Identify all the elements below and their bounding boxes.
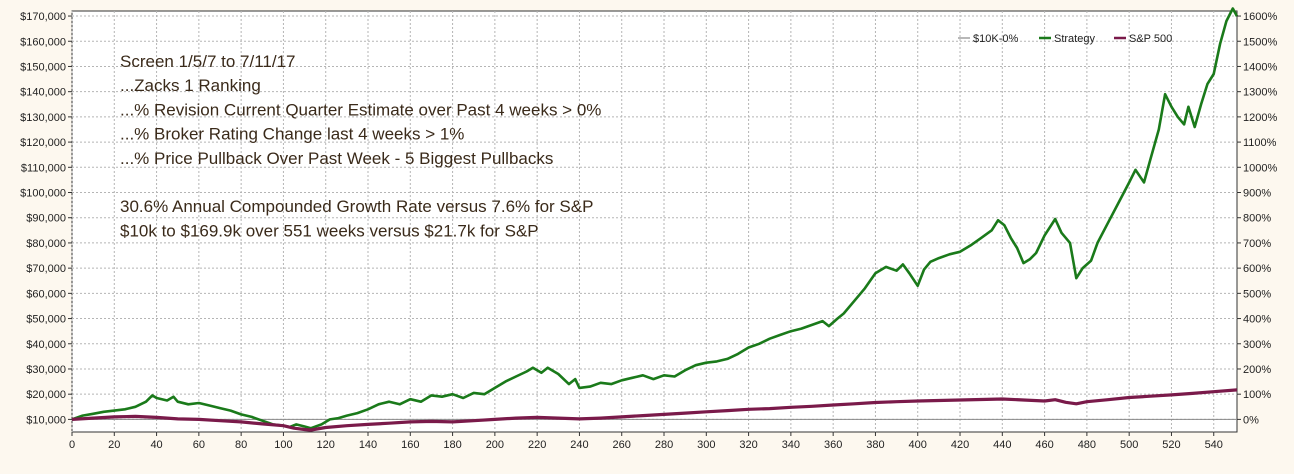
- plot-area: [71, 10, 1238, 433]
- y2-tick-label: 600%: [1243, 263, 1271, 275]
- x-tick-label: 380: [866, 439, 884, 451]
- x-tick-label: 180: [443, 439, 461, 451]
- x-tick-label: 480: [1078, 439, 1096, 451]
- x-tick-label: 260: [613, 439, 631, 451]
- y2-tick-label: 1600%: [1243, 11, 1277, 23]
- x-tick-label: 140: [359, 439, 377, 451]
- axes: $10,000 $20,000 $30,000 $40,000 $50,000 $60,0…: [20, 11, 1277, 451]
- y2-tick-label: 900%: [1243, 188, 1271, 200]
- annotation-line: ...% Price Pullback Over Past Week - 5 B…: [120, 149, 553, 168]
- x-tick-label: 120: [317, 439, 335, 451]
- x-tick-label: 100: [274, 439, 292, 451]
- y-tick-label: $30,000: [26, 364, 66, 376]
- y-tick-label: $50,000: [26, 314, 66, 326]
- x-tick-label: 320: [739, 439, 757, 451]
- x-tick-label: 420: [951, 439, 969, 451]
- x-tick-label: 40: [150, 439, 162, 451]
- legend-label: $10K-0%: [973, 33, 1018, 45]
- y-tick-label: $100,000: [20, 188, 66, 200]
- y2-tick-label: 400%: [1243, 314, 1271, 326]
- annotation-line: ...% Broker Rating Change last 4 weeks >…: [120, 125, 464, 144]
- y-tick-label: $90,000: [26, 213, 66, 225]
- x-tick-label: 220: [528, 439, 546, 451]
- y2-tick-label: 1300%: [1243, 87, 1277, 99]
- y-tick-label: $70,000: [26, 263, 66, 275]
- x-tick-label: 340: [782, 439, 800, 451]
- y2-tick-label: 1200%: [1243, 112, 1277, 124]
- annotation-line: ...% Revision Current Quarter Estimate o…: [120, 100, 601, 119]
- legend: $10K-0% Strategy S&P 500: [958, 33, 1172, 45]
- x-tick-label: 400: [909, 439, 927, 451]
- y-tick-label: $130,000: [20, 112, 66, 124]
- series-lines: [71, 7, 1239, 432]
- y-tick-label: $80,000: [26, 238, 66, 250]
- y-tick-label: $150,000: [20, 61, 66, 73]
- y-tick-label: $160,000: [20, 36, 66, 48]
- annotation-line: $10k to $169.9k over 551 weeks versus $2…: [120, 221, 539, 240]
- y-tick-label: $140,000: [20, 87, 66, 99]
- x-tick-label: 20: [108, 439, 120, 451]
- x-tick-label: 300: [697, 439, 715, 451]
- y-tick-label: $110,000: [21, 162, 66, 174]
- y2-tick-label: 200%: [1243, 364, 1271, 376]
- legend-label: S&P 500: [1129, 33, 1172, 45]
- x-tick-label: 500: [1120, 439, 1138, 451]
- x-tick-label: 80: [235, 439, 247, 451]
- x-tick-label: 60: [193, 439, 205, 451]
- x-tick-label: 280: [655, 439, 673, 451]
- x-tick-label: 160: [401, 439, 419, 451]
- annotation-line: ...Zacks 1 Ranking: [120, 76, 261, 95]
- x-tick-label: 440: [993, 439, 1011, 451]
- x-tick-label: 240: [570, 439, 588, 451]
- y2-tick-label: 1000%: [1243, 162, 1277, 174]
- x-tick-label: 200: [486, 439, 504, 451]
- x-tick-label: 540: [1205, 439, 1223, 451]
- x-tick-label: 520: [1162, 439, 1180, 451]
- y2-tick-label: 1400%: [1243, 61, 1277, 73]
- y2-tick-label: 100%: [1243, 389, 1271, 401]
- y2-tick-label: 300%: [1243, 339, 1271, 351]
- x-tick-label: 460: [1035, 439, 1053, 451]
- y2-tick-label: 1100%: [1243, 137, 1277, 149]
- legend-label: Strategy: [1054, 33, 1095, 45]
- annotation-block: Screen 1/5/7 to 7/11/17 ...Zacks 1 Rankin…: [120, 52, 601, 240]
- x-tick-label: 0: [69, 439, 75, 451]
- series-line-s-p-500: [71, 388, 1238, 432]
- y2-tick-label: 800%: [1243, 213, 1271, 225]
- x-tick-label: 360: [824, 439, 842, 451]
- y-tick-label: $40,000: [26, 339, 66, 351]
- y-tick-label: $60,000: [26, 288, 66, 300]
- y-tick-label: $20,000: [26, 389, 66, 401]
- annotation-line: Screen 1/5/7 to 7/11/17: [120, 52, 295, 71]
- y2-tick-label: 500%: [1243, 288, 1271, 300]
- y-tick-label: $10,000: [26, 414, 66, 426]
- y-tick-label: $170,000: [20, 11, 66, 23]
- annotation-line: 30.6% Annual Compounded Growth Rate vers…: [120, 197, 593, 216]
- y-tick-label: $120,000: [20, 137, 66, 149]
- y2-tick-label: 1500%: [1243, 36, 1277, 48]
- y2-tick-label: 0%: [1243, 414, 1259, 426]
- y2-tick-label: 700%: [1243, 238, 1271, 250]
